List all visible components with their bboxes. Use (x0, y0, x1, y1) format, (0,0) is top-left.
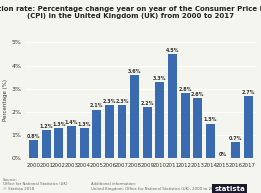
Text: 2.2%: 2.2% (140, 101, 154, 106)
Text: 1.4%: 1.4% (65, 120, 78, 125)
Text: 2.1%: 2.1% (90, 103, 104, 108)
Text: 1.3%: 1.3% (78, 122, 91, 127)
Bar (42, 130, 51, 158)
Bar (80, 128, 88, 158)
Text: 2.3%: 2.3% (115, 99, 129, 104)
Bar (67, 126, 76, 158)
Text: 2.8%: 2.8% (178, 87, 192, 92)
Bar (168, 54, 177, 158)
Text: 2.6%: 2.6% (191, 92, 204, 97)
Text: 0.7%: 0.7% (229, 136, 242, 141)
Bar (105, 105, 114, 158)
Text: Additional information:
United Kingdom: Office for National Statistics (UK), 200: Additional information: United Kingdom: … (91, 182, 219, 191)
Text: Source:
Office for National Statistics (UK)
© Statista 2018: Source: Office for National Statistics (… (3, 178, 67, 191)
Bar (130, 75, 139, 158)
Text: Inflation rate: Percentage change year on year of the Consumer Price Index
(CPI): Inflation rate: Percentage change year o… (0, 6, 261, 19)
Bar (156, 82, 164, 158)
Text: 2.7%: 2.7% (241, 90, 255, 95)
Bar (143, 107, 152, 158)
Bar (29, 140, 38, 158)
Bar (193, 98, 202, 158)
Bar (181, 93, 189, 158)
Text: 1.5%: 1.5% (204, 117, 217, 122)
Text: 1.3%: 1.3% (52, 122, 66, 127)
Text: 0.8%: 0.8% (27, 134, 40, 139)
Bar (206, 124, 215, 158)
Bar (244, 96, 253, 158)
Bar (118, 105, 126, 158)
Text: 4.5%: 4.5% (166, 48, 179, 53)
Text: 1.2%: 1.2% (40, 124, 53, 129)
Bar (231, 142, 240, 158)
Text: 3.6%: 3.6% (128, 69, 141, 74)
Text: statista: statista (214, 186, 245, 192)
Bar (92, 110, 101, 158)
Text: 2.3%: 2.3% (103, 99, 116, 104)
Text: 0%: 0% (219, 152, 227, 157)
Y-axis label: Percentage (%): Percentage (%) (3, 79, 8, 121)
Text: 3.3%: 3.3% (153, 76, 167, 81)
Bar (55, 128, 63, 158)
